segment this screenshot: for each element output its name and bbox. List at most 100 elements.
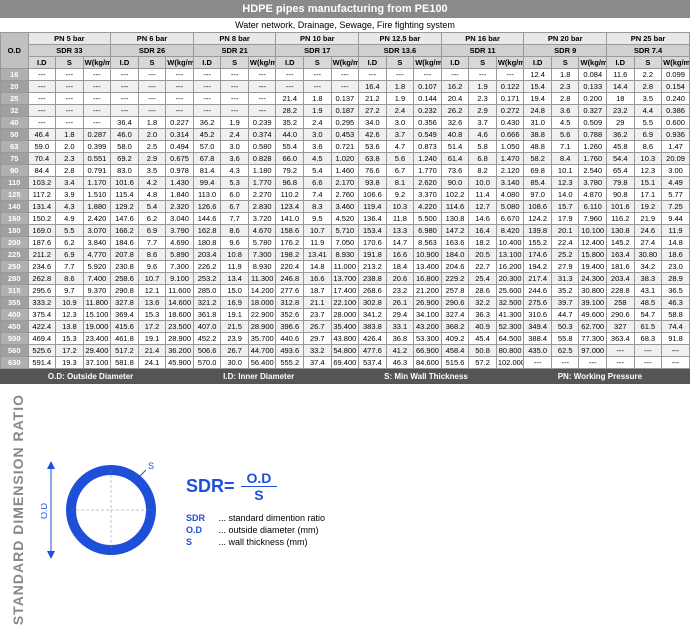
cell: --- [221, 93, 249, 105]
hdr-col: W(kg/m) [414, 57, 442, 69]
cell: 7.1 [551, 141, 579, 153]
cell: 153.4 [359, 225, 387, 237]
cell: 2.2 [634, 69, 662, 81]
hdr-col: I.D [441, 57, 469, 69]
cell: --- [111, 81, 139, 93]
cell: 207.8 [111, 249, 139, 261]
sdr-vertical-label: STANDARD DIMENSION RATIO [10, 394, 26, 625]
hdr-pn: PN 20 bar [524, 33, 607, 45]
cell: 33.1 [386, 321, 414, 333]
table-row: 160150.24.92.420147.66.23.040144.67.73.7… [1, 213, 690, 225]
cell: 396.6 [276, 321, 304, 333]
cell: 341.2 [359, 309, 387, 321]
formula-num: O.D [241, 470, 278, 487]
cell: 220.4 [276, 261, 304, 273]
cell: 506.6 [193, 345, 221, 357]
cell: 4.9 [56, 213, 84, 225]
cell: 2.320 [166, 201, 194, 213]
cell: 258 [607, 297, 635, 309]
cell: 1.460 [331, 165, 359, 177]
cell: 147.6 [111, 213, 139, 225]
cell: 90.8 [607, 189, 635, 201]
hdr-sdr: SDR 33 [28, 45, 111, 57]
cell: 10.900 [414, 249, 442, 261]
hdr-col: W(kg/m) [579, 57, 607, 69]
cell: 4.3 [221, 165, 249, 177]
cell: 9.44 [662, 213, 690, 225]
cell: 5.890 [166, 249, 194, 261]
cell: 61.5 [634, 321, 662, 333]
cell: 0.327 [579, 105, 607, 117]
cell: 0.399 [83, 141, 111, 153]
cell: 422.4 [28, 321, 56, 333]
cell: 117.2 [28, 189, 56, 201]
cell: 8.6 [221, 225, 249, 237]
cell: 29 [607, 117, 635, 129]
hdr-pn: PN 8 bar [193, 33, 276, 45]
formula-den: S [241, 487, 278, 503]
cell: --- [304, 69, 332, 81]
cell: 246.8 [276, 273, 304, 285]
hdr-sdr: SDR 9 [524, 45, 607, 57]
cell: 19.1 [138, 333, 166, 345]
cell: 14.8 [662, 237, 690, 249]
cell: --- [193, 93, 221, 105]
hdr-col: W(kg/m) [248, 57, 276, 69]
cell: 0.295 [331, 117, 359, 129]
cell: 163.6 [441, 237, 469, 249]
table-row: 225211.26.94.770207.88.65.890203.410.87.… [1, 249, 690, 261]
bottom-panel: STANDARD DIMENSION RATIO O.D S SDR= O.D … [0, 384, 690, 635]
od-cell: 200 [1, 237, 29, 249]
cell: 5.920 [83, 261, 111, 273]
cell: 415.6 [111, 321, 139, 333]
cell: 0.099 [662, 69, 690, 81]
cell: 0.084 [579, 69, 607, 81]
cell: 9.6 [138, 261, 166, 273]
cell: 28.900 [248, 321, 276, 333]
cell: 69.400 [331, 357, 359, 369]
cell: 0.600 [662, 117, 690, 129]
table-row: 9084.42.80.79183.03.50.97881.44.31.18079… [1, 165, 690, 177]
cell: 13.700 [331, 273, 359, 285]
cell: 11.4 [469, 189, 497, 201]
cell: 9.6 [221, 237, 249, 249]
cell: 36.4 [111, 117, 139, 129]
cell: 19.1 [221, 309, 249, 321]
cell: 1.760 [579, 153, 607, 165]
cell: 5.6 [551, 129, 579, 141]
cell: 211.2 [28, 249, 56, 261]
cell: 0.200 [579, 93, 607, 105]
cell: 10.100 [579, 225, 607, 237]
cell: 238.8 [359, 273, 387, 285]
cell: 139.8 [524, 225, 552, 237]
cell: 37.4 [304, 357, 332, 369]
cell: 2.540 [579, 165, 607, 177]
cell: 187.6 [28, 237, 56, 249]
cell: 155.2 [524, 237, 552, 249]
cell: 6.9 [138, 225, 166, 237]
cell: 14.600 [166, 297, 194, 309]
cell: 97.000 [579, 345, 607, 357]
cell: --- [276, 69, 304, 81]
cell: 14.6 [469, 213, 497, 225]
cell: --- [221, 69, 249, 81]
hdr-pn: PN 16 bar [441, 33, 524, 45]
cell: 363.4 [607, 333, 635, 345]
cell: 48.5 [634, 297, 662, 309]
cell: 290.8 [111, 285, 139, 297]
cell: 19.2 [634, 201, 662, 213]
cell: 0.551 [83, 153, 111, 165]
cell: 11.800 [83, 297, 111, 309]
hdr-pn: PN 6 bar [111, 33, 194, 45]
cell: 4.5 [304, 153, 332, 165]
cell: --- [166, 69, 194, 81]
cell: 54.4 [607, 153, 635, 165]
cell: 12.3 [551, 177, 579, 189]
cell: 525.6 [28, 345, 56, 357]
cell: 4.4 [634, 105, 662, 117]
od-cell: 355 [1, 297, 29, 309]
cell: 2.8 [634, 81, 662, 93]
cell: 10.7 [138, 273, 166, 285]
cell: 16.4 [469, 225, 497, 237]
cell: 21.4 [138, 345, 166, 357]
